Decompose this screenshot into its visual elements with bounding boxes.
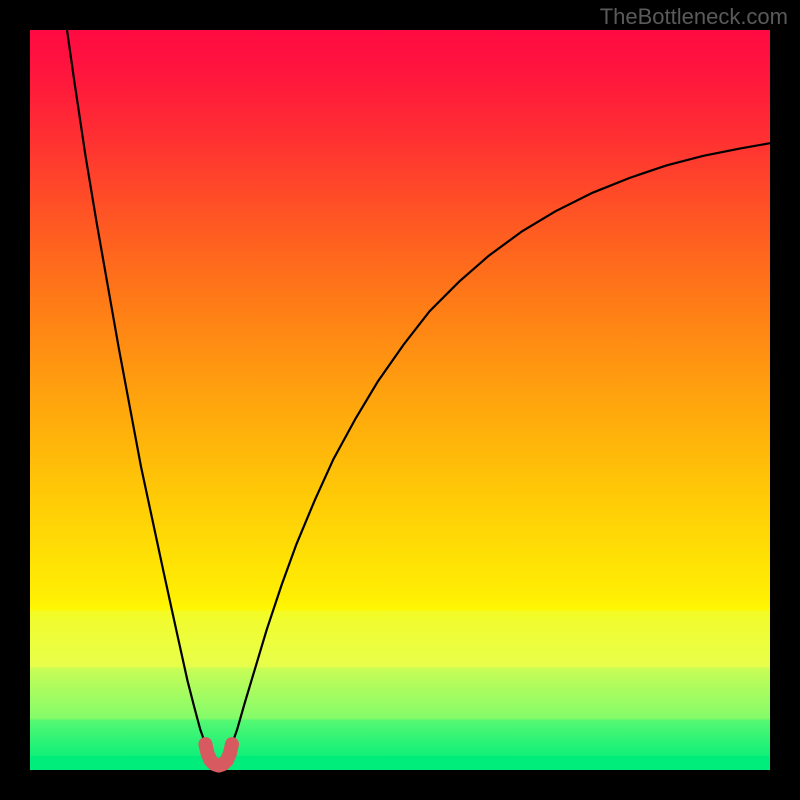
green-band (30, 756, 770, 770)
bottleneck-chart (0, 0, 800, 800)
chart-background (30, 30, 770, 770)
chart-container: TheBottleneck.com (0, 0, 800, 800)
watermark-text: TheBottleneck.com (600, 4, 788, 30)
